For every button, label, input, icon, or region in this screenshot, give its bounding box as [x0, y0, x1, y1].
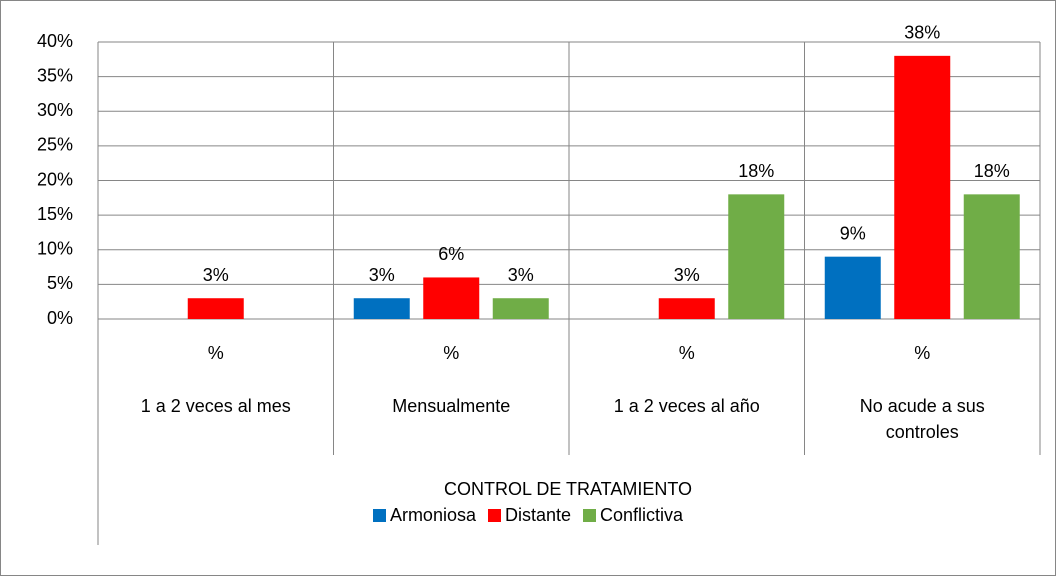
bar	[187, 298, 244, 319]
bar	[824, 256, 881, 319]
legend-swatch	[583, 509, 597, 522]
bar	[894, 55, 951, 319]
y-tick-label: 15%	[37, 204, 73, 224]
category-sublabel: %	[207, 343, 224, 363]
bar	[492, 298, 549, 319]
axis-group-label: CONTROL DE TRATAMIENTO	[444, 479, 692, 499]
y-tick-label: 0%	[47, 308, 73, 328]
data-label: 3%	[203, 265, 229, 285]
x-tick-label: 1 a 2 veces al mes	[140, 396, 291, 416]
category-sublabel: %	[914, 343, 931, 363]
legend-label: Distante	[504, 505, 572, 525]
y-tick-label: 40%	[37, 31, 73, 51]
legend-swatch	[487, 509, 501, 522]
data-label: 3%	[508, 265, 534, 285]
data-label: 9%	[840, 223, 866, 243]
category-sublabel: %	[678, 343, 695, 363]
y-tick-label: 25%	[37, 135, 73, 155]
bar	[728, 194, 785, 319]
data-label: 18%	[738, 161, 774, 181]
x-tick-label: 1 a 2 veces al año	[613, 396, 760, 416]
y-tick-label: 20%	[37, 169, 73, 189]
bar	[963, 194, 1020, 319]
legend: Armoniosa Distante Conflictiva	[0, 505, 1056, 526]
y-tick-label: 5%	[47, 273, 73, 293]
x-tick-label: No acude a sus controles	[859, 396, 985, 442]
bar	[423, 277, 480, 319]
legend-label: Conflictiva	[600, 505, 684, 525]
data-label: 3%	[369, 265, 395, 285]
y-tick-label: 30%	[37, 100, 73, 120]
legend-item: Conflictiva	[583, 505, 683, 526]
legend-item: Distante	[487, 505, 572, 526]
bar	[658, 298, 715, 319]
category-sublabel: %	[443, 343, 460, 363]
bar	[353, 298, 410, 319]
legend-swatch	[372, 509, 386, 522]
data-label: 18%	[974, 161, 1010, 181]
data-label: 38%	[904, 23, 940, 43]
y-tick-label: 35%	[37, 65, 73, 85]
legend-item: Armoniosa	[372, 505, 476, 526]
data-label: 3%	[674, 265, 700, 285]
x-tick-label: Mensualmente	[392, 396, 511, 416]
data-label: 6%	[438, 244, 464, 264]
y-tick-label: 10%	[37, 239, 73, 259]
legend-label: Armoniosa	[389, 505, 476, 525]
